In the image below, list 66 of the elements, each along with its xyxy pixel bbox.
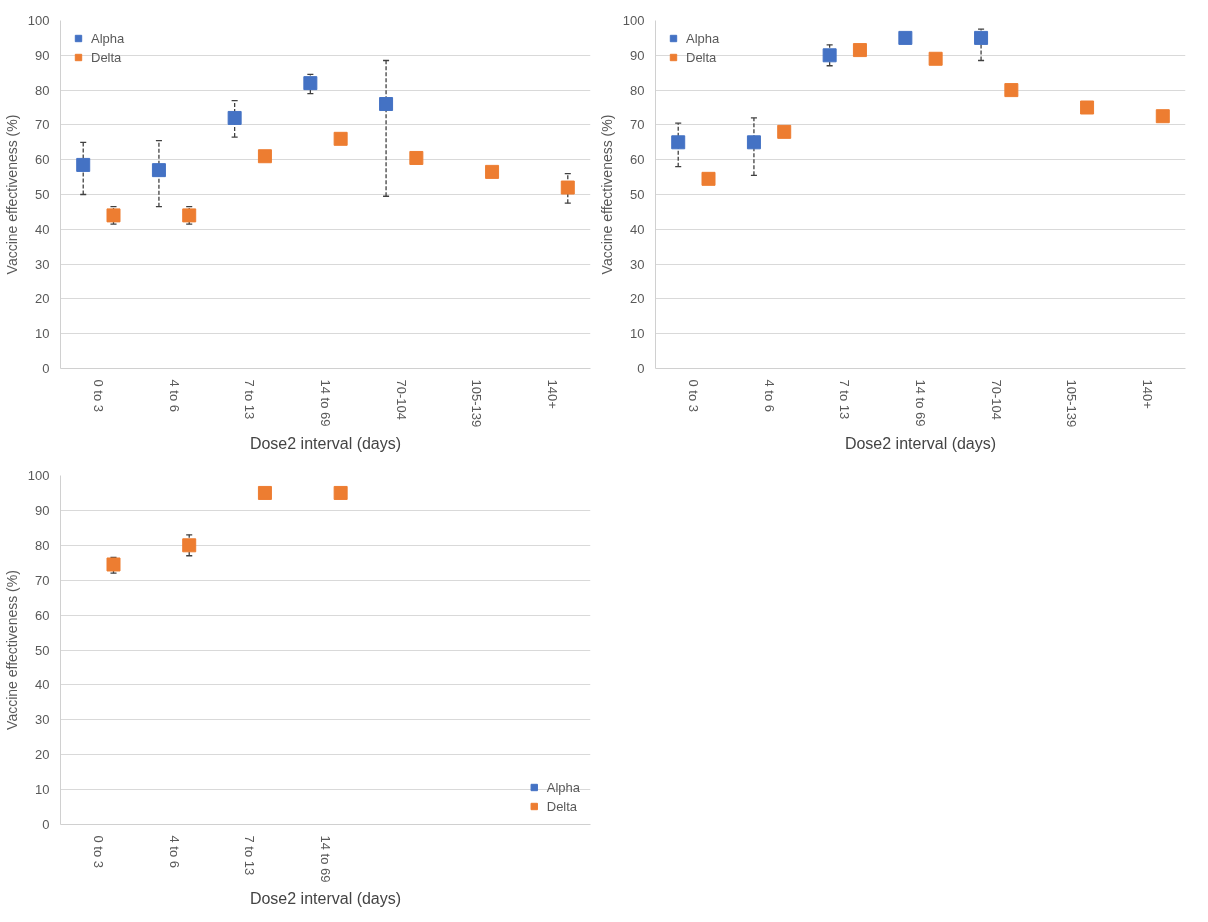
x-tick-label: 70-104 bbox=[988, 379, 1004, 420]
x-tick-label: 14 to 69 bbox=[318, 835, 333, 883]
y-tick-label: 0 bbox=[637, 361, 645, 376]
y-tick-label: 70 bbox=[630, 117, 645, 133]
y-tick-label: 80 bbox=[35, 537, 50, 553]
legend-label: Delta bbox=[91, 49, 122, 65]
x-tick-label: 4 to 6 bbox=[166, 835, 182, 869]
x-tick-label: 140+ bbox=[1140, 379, 1156, 409]
y-tick-label: 90 bbox=[35, 502, 50, 518]
x-tick-label: 7 to 13 bbox=[837, 379, 853, 420]
y-axis-title: Vaccine effectiveness (%) bbox=[3, 570, 20, 730]
y-tick-label: 60 bbox=[35, 607, 50, 623]
x-tick-label: 7 to 13 bbox=[242, 835, 258, 876]
y-tick-label: 30 bbox=[35, 712, 50, 728]
y-tick-label: 100 bbox=[27, 13, 50, 28]
y-tick-label: 10 bbox=[35, 326, 50, 342]
y-tick-label: 50 bbox=[35, 187, 50, 202]
x-tick-label: 140+ bbox=[545, 379, 561, 409]
y-tick-label: 0 bbox=[42, 817, 50, 832]
y-tick-label: 70 bbox=[35, 572, 50, 588]
y-tick-label: 50 bbox=[35, 642, 50, 658]
y-tick-label: 80 bbox=[35, 82, 50, 98]
y-tick-label: 40 bbox=[35, 221, 50, 237]
legend-label: Alpha bbox=[91, 30, 125, 46]
x-axis-title: Dose2 interval (days) bbox=[844, 435, 997, 453]
x-tick-label: 105-139 bbox=[469, 379, 485, 428]
y-tick-label: 10 bbox=[630, 326, 645, 342]
y-tick-label: 30 bbox=[35, 256, 50, 272]
x-tick-label: 7 to 13 bbox=[242, 379, 258, 420]
y-tick-label: 40 bbox=[35, 677, 50, 693]
y-tick-label: 90 bbox=[35, 47, 50, 63]
y-tick-label: 100 bbox=[622, 13, 645, 28]
y-tick-label: 60 bbox=[35, 152, 50, 168]
y-tick-label: 0 bbox=[42, 361, 50, 376]
y-tick-label: 40 bbox=[630, 221, 645, 237]
point bbox=[333, 485, 348, 500]
y-tick-label: 60 bbox=[630, 152, 645, 168]
x-tick-label: 105-139 bbox=[1064, 379, 1080, 428]
x-tick-label: 0 to 3 bbox=[90, 379, 106, 413]
y-tick-label: 80 bbox=[630, 82, 645, 98]
y-tick-label: 20 bbox=[35, 291, 50, 307]
legend-label: Delta bbox=[546, 798, 578, 814]
x-tick-label: 14 to 69 bbox=[318, 379, 333, 427]
x-tick-label: 4 to 6 bbox=[166, 379, 182, 413]
x-tick-label: 4 to 6 bbox=[761, 379, 777, 413]
legend-label: Alpha bbox=[686, 30, 720, 46]
point bbox=[257, 485, 272, 500]
x-tick-label: 0 to 3 bbox=[90, 835, 106, 869]
legend-label: Delta bbox=[686, 49, 717, 65]
legend-label: Alpha bbox=[546, 779, 580, 795]
x-axis-title: Dose2 interval (days) bbox=[249, 890, 402, 908]
x-tick-label: 14 to 69 bbox=[913, 379, 928, 427]
x-tick-label: 0 to 3 bbox=[685, 379, 701, 413]
y-tick-label: 90 bbox=[630, 47, 645, 63]
x-tick-label: 70-104 bbox=[393, 379, 409, 420]
y-tick-label: 70 bbox=[35, 117, 50, 133]
point bbox=[182, 538, 197, 553]
y-axis-title: Vaccine effectiveness (%) bbox=[598, 114, 615, 275]
x-axis-title: Dose2 interval (days) bbox=[249, 435, 402, 453]
y-tick-label: 100 bbox=[27, 468, 50, 483]
y-tick-label: 50 bbox=[630, 187, 645, 202]
y-tick-label: 20 bbox=[630, 291, 645, 307]
y-tick-label: 10 bbox=[35, 782, 50, 798]
y-tick-label: 20 bbox=[35, 747, 50, 763]
y-axis-title: Vaccine effectiveness (%) bbox=[3, 114, 20, 275]
y-tick-label: 30 bbox=[630, 256, 645, 272]
